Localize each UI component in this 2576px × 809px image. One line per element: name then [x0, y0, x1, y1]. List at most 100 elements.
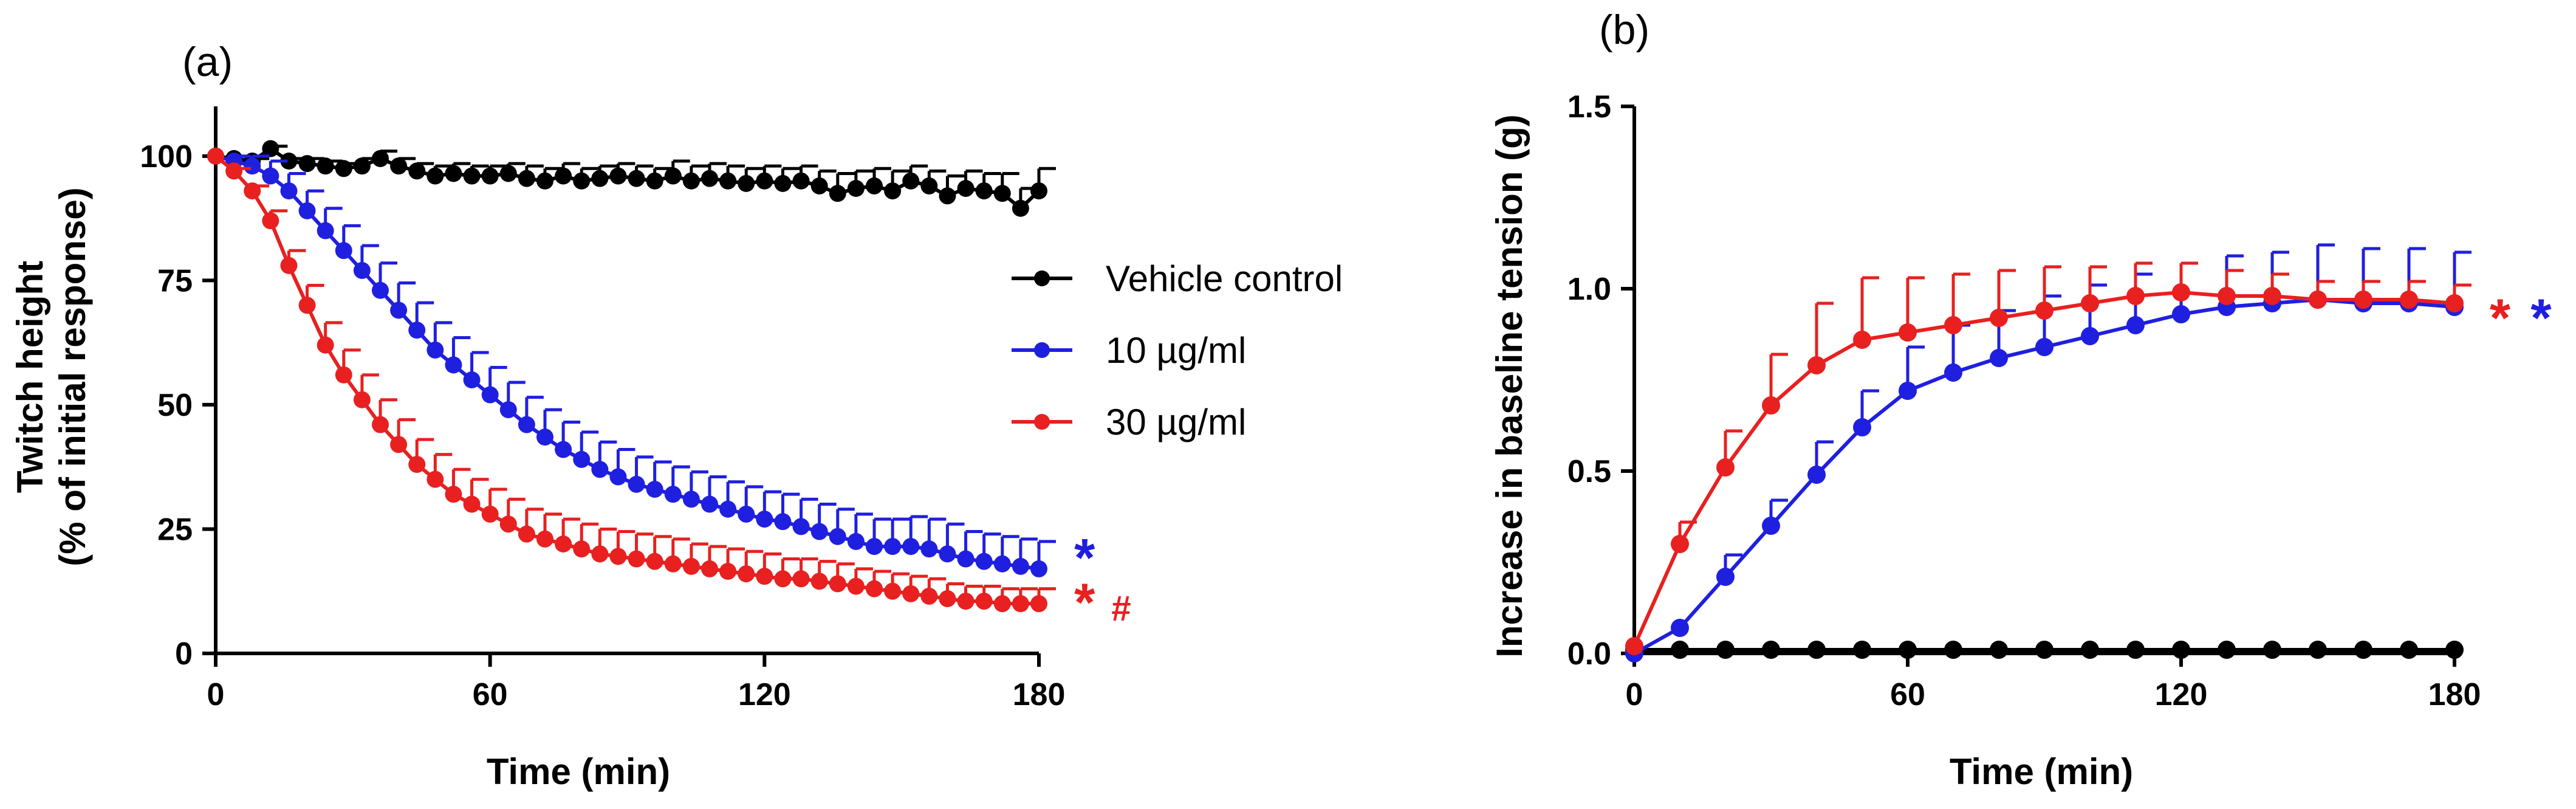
data-point [280, 182, 298, 200]
panel-a-y-title-line2: (% of initial response) [52, 187, 93, 566]
legend-label: Vehicle control [1106, 258, 1343, 299]
legend-item: 10 µg/ml [1012, 330, 1246, 371]
panel-b-x-title: Time (min) [1950, 751, 2133, 792]
data-point [555, 535, 572, 553]
data-point [756, 568, 773, 585]
panel-a-x-title: Time (min) [487, 751, 670, 792]
data-point [682, 491, 700, 508]
data-point [426, 470, 444, 488]
data-point [2126, 316, 2145, 334]
x-tick-label: 120 [738, 677, 791, 712]
data-point [774, 570, 792, 588]
x-tick-label: 180 [2428, 677, 2481, 712]
data-point [701, 560, 718, 577]
data-point [1899, 323, 1917, 342]
y-tick-label: 100 [140, 139, 193, 174]
data-point [847, 532, 865, 550]
data-point [701, 495, 718, 513]
x-tick-label: 180 [1013, 677, 1066, 712]
data-point [2081, 294, 2099, 312]
data-point [518, 525, 535, 543]
data-point [2035, 301, 2054, 320]
data-point [829, 575, 846, 593]
panel-a-legend: Vehicle control 10 µg/ml 30 µg/ml [1012, 258, 1343, 442]
data-point [2081, 641, 2099, 659]
data-point [298, 155, 316, 173]
legend-label: 30 µg/ml [1106, 402, 1246, 442]
data-point [280, 153, 298, 170]
data-point [810, 523, 828, 540]
data-point [372, 281, 389, 299]
data-point [1944, 641, 1962, 659]
data-point [993, 185, 1011, 202]
data-point [573, 540, 591, 558]
data-point [390, 301, 408, 319]
data-point [866, 538, 883, 556]
data-point [353, 157, 371, 175]
significance-marker: # [1111, 589, 1131, 628]
data-point [573, 450, 591, 468]
data-point [499, 165, 517, 182]
data-point [463, 495, 481, 513]
data-point [1762, 641, 1780, 659]
y-tick-label: 1.5 [1567, 89, 1611, 125]
data-point [1762, 396, 1780, 415]
data-point [792, 172, 810, 190]
legend-label: 10 µg/ml [1106, 330, 1246, 371]
data-point [902, 172, 920, 190]
data-point [408, 162, 426, 180]
data-point [1671, 535, 1689, 553]
y-tick-label: 0.5 [1567, 454, 1611, 489]
series-line [215, 154, 1040, 571]
data-point [866, 177, 883, 195]
data-point [664, 167, 682, 185]
data-point [591, 545, 609, 563]
x-tick-label: 120 [2155, 677, 2208, 712]
data-point [2035, 338, 2054, 356]
significance-marker: * [2490, 287, 2511, 348]
data-point [335, 366, 352, 384]
data-point [536, 530, 553, 548]
significance-marker: * [2530, 287, 2552, 348]
significance-marker: * [1074, 527, 1095, 587]
panel-a-marks: ** # [207, 140, 1131, 632]
data-point [792, 570, 810, 588]
data-point [810, 177, 828, 195]
data-point [2126, 641, 2145, 659]
significance-marker: * [1074, 572, 1095, 632]
data-point [847, 577, 865, 595]
data-point [884, 182, 902, 200]
data-point [463, 371, 481, 388]
y-tick-label: 1.0 [1567, 272, 1611, 307]
data-point [536, 172, 553, 190]
data-point [2218, 641, 2236, 659]
data-point [1853, 331, 1871, 349]
data-point [975, 182, 993, 200]
data-point [262, 212, 279, 230]
data-point [628, 170, 645, 187]
data-point [1990, 641, 2008, 659]
data-point [298, 297, 316, 314]
panel-b-axes: 0 60 120 180 0.0 0.5 1.0 1.5 [1567, 89, 2481, 712]
data-point [664, 486, 682, 503]
data-point [2445, 294, 2464, 312]
data-point [481, 505, 499, 523]
data-point [920, 587, 938, 605]
data-point [1030, 560, 1047, 577]
data-point [445, 486, 462, 503]
data-point [481, 167, 499, 185]
data-point [555, 441, 572, 458]
data-point [975, 593, 993, 610]
data-point [1030, 182, 1047, 200]
series-vehicle-control [1625, 641, 2464, 659]
data-point [1762, 517, 1780, 535]
data-point [225, 162, 243, 180]
data-point [609, 468, 627, 486]
data-point [2309, 641, 2327, 659]
data-point [646, 553, 663, 570]
data-point [774, 513, 792, 531]
legend-swatch-marker [1034, 414, 1050, 430]
x-tick-label: 0 [1626, 677, 1643, 712]
data-point [390, 436, 408, 453]
